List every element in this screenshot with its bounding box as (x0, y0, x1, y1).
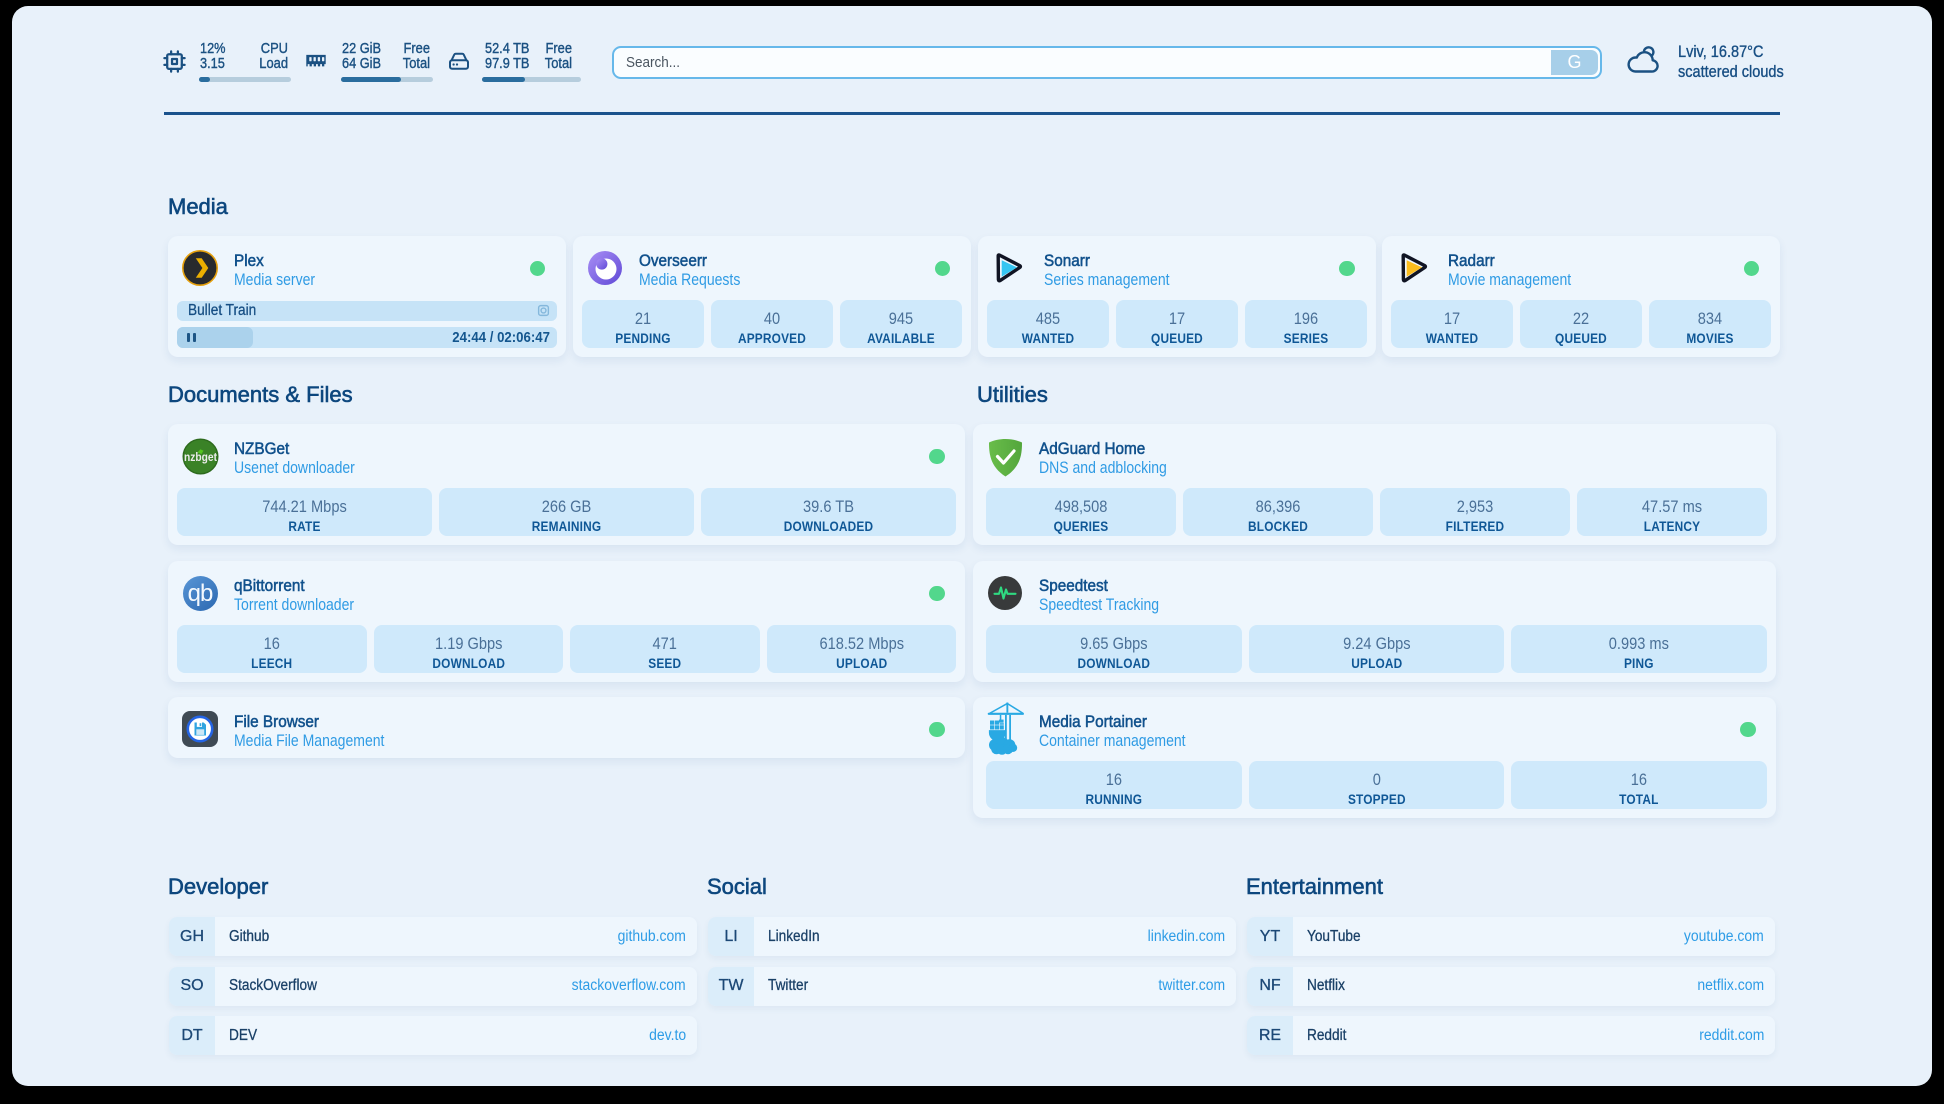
svg-text:qb: qb (187, 580, 212, 607)
svg-text:nzbget: nzbget (184, 452, 217, 464)
